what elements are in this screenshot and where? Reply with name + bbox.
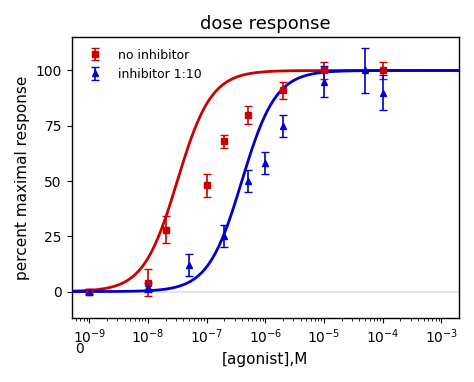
Legend: no inhibitor, inhibitor 1:10: no inhibitor, inhibitor 1:10 (78, 44, 207, 86)
Y-axis label: percent maximal response: percent maximal response (15, 76, 30, 280)
Text: 0: 0 (75, 342, 84, 356)
Title: dose response: dose response (200, 15, 331, 33)
X-axis label: [agonist],M: [agonist],M (222, 352, 309, 367)
